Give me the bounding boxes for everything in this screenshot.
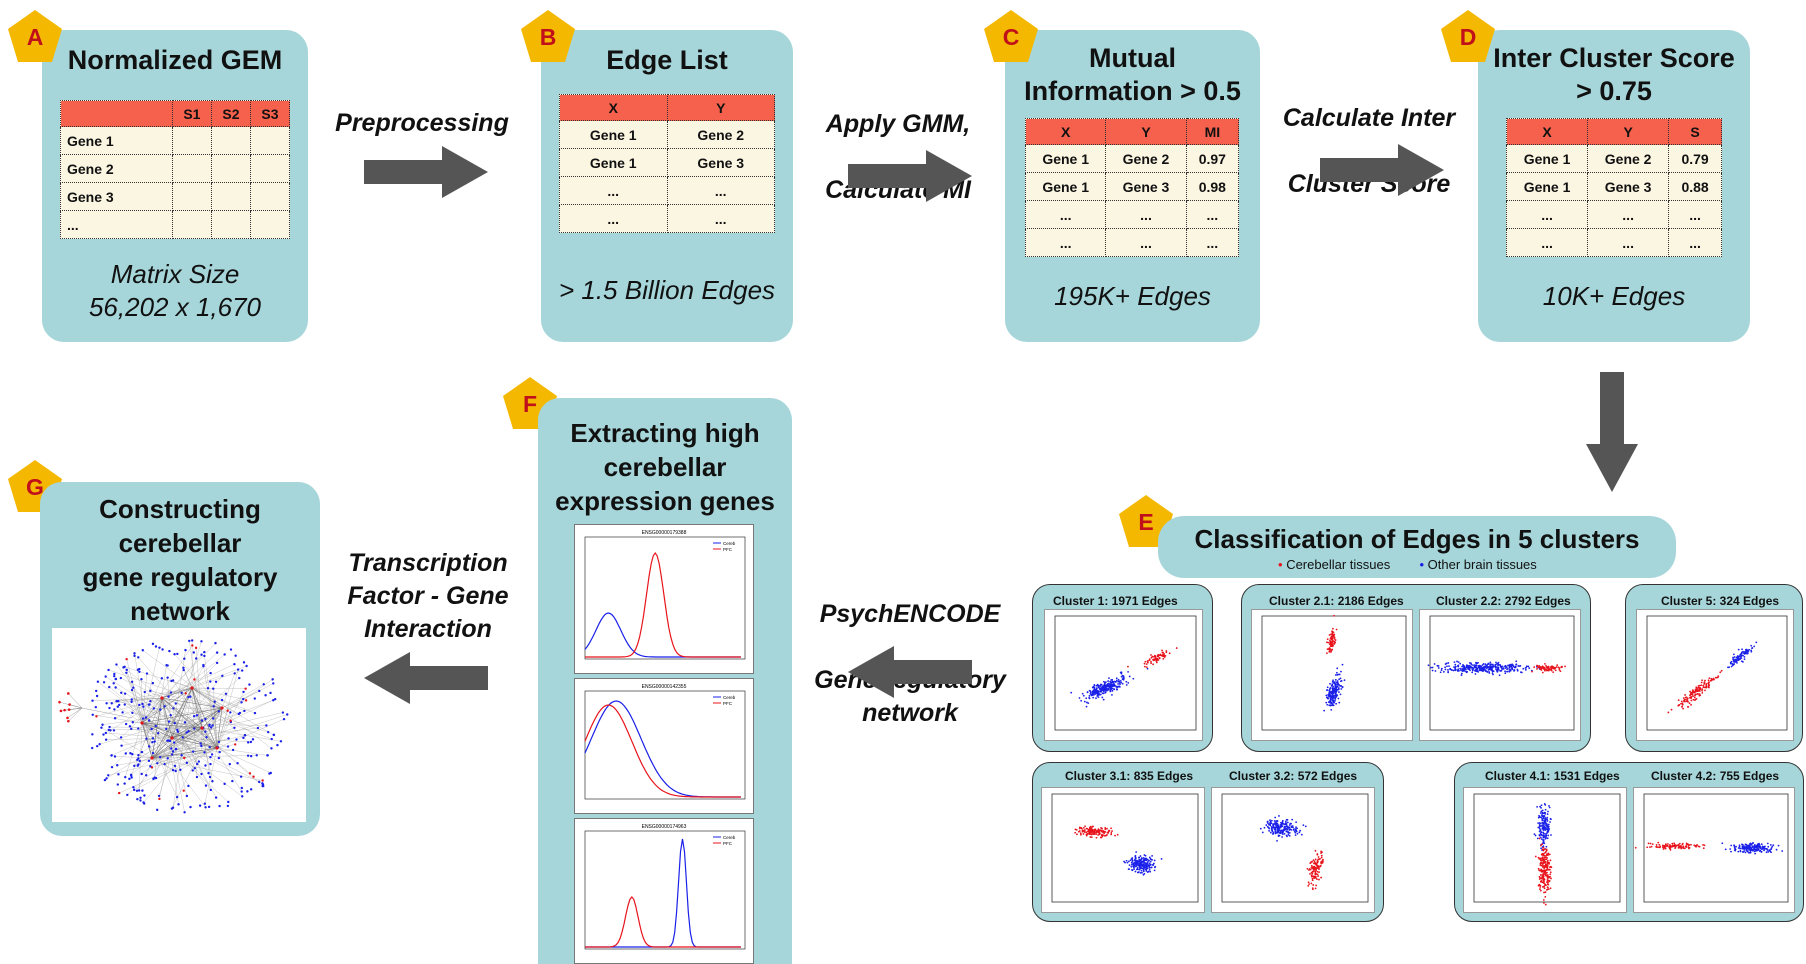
scatter-cluster [1123, 851, 1163, 876]
cluster-2-1-title: Cluster 2.1: 2186 Edges [1269, 594, 1404, 608]
cluster-3-1-title: Cluster 3.1: 835 Edges [1065, 769, 1194, 783]
plot-title: ENSG00000142355 [642, 684, 687, 690]
panel-d-caption: 10K+ Edges [1542, 281, 1686, 311]
panel-a-caption: Matrix Size 56,202 x 1,670 [88, 259, 262, 322]
cluster-2-panel: Cluster 2.1: 2186 Edges Cluster 2.2: 279… [1241, 584, 1591, 752]
cluster-3-panel: Cluster 3.1: 835 Edges Cluster 3.2: 572 … [1032, 762, 1384, 922]
legend-label-other: Other brain tissues [1427, 557, 1537, 572]
badge-d: D [1439, 8, 1497, 64]
scatter-cluster [1634, 841, 1706, 851]
cluster-4-2-title: Cluster 4.2: 755 Edges [1651, 769, 1780, 783]
cluster-1-panel: Cluster 1: 1971 Edges [1032, 584, 1213, 752]
plot-title: ENSG00000174963 [642, 824, 687, 830]
gem-row-label: Gene 3 [60, 182, 173, 211]
density-plot-3: ENSG00000174963 Cereb PFC [574, 818, 754, 964]
scatter-plot-cluster-3-1 [1041, 787, 1205, 913]
panel-g: Constructing cerebellar gene regulatory … [40, 482, 320, 836]
arrow-right-icon [1320, 144, 1444, 196]
density-plot-2: ENSG00000142355 Cereb PFC [574, 678, 754, 814]
gem-row-label: ... [60, 210, 173, 239]
scatter-cluster [1306, 849, 1324, 891]
gem-row-label: Gene 2 [60, 154, 173, 183]
cluster-4-1-title: Cluster 4.1: 1531 Edges [1485, 769, 1620, 783]
network-nodes [58, 639, 289, 814]
network-graph [52, 628, 306, 822]
legend-label: Cereb [723, 695, 736, 700]
legend-dot-blue: • [1419, 557, 1425, 572]
cluster-1-title: Cluster 1: 1971 Edges [1053, 594, 1178, 608]
arrow-left-icon [364, 652, 488, 704]
gem-row-label: Gene 1 [60, 126, 173, 155]
scatter-cluster [1721, 842, 1784, 855]
scatter-plot-cluster-5 [1636, 609, 1794, 741]
legend-label: PFC [723, 547, 733, 552]
panel-b-caption: > 1.5 Billion Edges [558, 275, 776, 305]
scatter-cluster [1074, 825, 1119, 839]
density-plot-1: ENSG00000179388 Cereb PFC [574, 524, 754, 674]
network-edges [59, 640, 288, 813]
legend-label: PFC [723, 701, 733, 706]
scatter-plot-cluster-2-2 [1419, 609, 1581, 741]
scatter-cluster [1667, 669, 1723, 714]
scatter-plot-cluster-2-1 [1251, 609, 1413, 741]
scatter-cluster [1326, 614, 1338, 655]
scatter-cluster [1727, 641, 1758, 669]
panel-e-title: Classification of Edges in 5 clusters [1194, 524, 1640, 554]
cluster-5-title: Cluster 5: 324 Edges [1661, 594, 1780, 608]
panel-b-title: Edge List [606, 45, 728, 75]
arrow-ab-label: Preprocessing [335, 109, 509, 137]
panel-a-title: Normalized GEM [67, 45, 283, 75]
panel-e-header: Classification of Edges in 5 clusters • … [1158, 516, 1676, 578]
panel-c-title: Mutual Information > 0.5 [1024, 43, 1241, 106]
scatter-plot-cluster-4-1 [1463, 787, 1627, 913]
scatter-cluster [1323, 663, 1346, 712]
badge-c: C [982, 8, 1040, 64]
arrow-left-icon [848, 646, 972, 698]
panel-c: Mutual Information > 0.5 X Y MI Gene 1 Gene… [1005, 30, 1260, 342]
cluster-3-2-title: Cluster 3.2: 572 Edges [1229, 769, 1358, 783]
panel-a: Normalized GEM S1 S2 S3 Gene 1 Gene 2 Gene… [42, 30, 308, 342]
plot-title: ENSG00000179388 [642, 530, 687, 536]
scatter-cluster [1534, 837, 1553, 906]
arrow-right-icon [364, 146, 488, 198]
legend: • Cerebellar tissues • Other brain tissu… [1278, 557, 1537, 572]
arrow-down-icon [1586, 372, 1638, 492]
legend-dot-red: • [1278, 557, 1283, 572]
arrow-right-icon [848, 150, 972, 202]
scatter-cluster [1427, 660, 1541, 677]
density-curve [585, 551, 741, 658]
mi-table: X Y MI Gene 1 Gene 2 0.97 Gene 1 Gene 3 0.98 .… [1024, 118, 1240, 257]
badge-a: A [6, 8, 64, 64]
density-curve [585, 896, 741, 948]
legend-label-cerebellar: Cerebellar tissues [1286, 557, 1391, 572]
panel-g-title: Constructing cerebellar gene regulatory … [82, 494, 278, 626]
density-curve [584, 704, 741, 798]
cluster-2-2-title: Cluster 2.2: 2792 Edges [1436, 594, 1571, 608]
scatter-plot-cluster-1 [1044, 609, 1203, 741]
gem-table: S1 S2 S3 Gene 1 Gene 2 Gene 3 ... [60, 100, 291, 239]
scatter-cluster [1070, 667, 1149, 708]
scatter-cluster [1127, 647, 1178, 669]
panel-d-title: Inter Cluster Score > 0.75 [1493, 43, 1735, 106]
scatter-cluster [1259, 815, 1307, 842]
panel-f: Extracting high cerebellar expression ge… [538, 398, 792, 964]
arrow-fg-label: Transcription Factor - Gene Interaction [347, 549, 509, 643]
cluster-4-panel: Cluster 4.1: 1531 Edges Cluster 4.2: 755… [1454, 762, 1804, 922]
legend-label: PFC [723, 841, 733, 846]
scatter-cluster [1533, 803, 1552, 852]
panel-c-caption: 195K+ Edges [1054, 281, 1211, 311]
panel-f-title: Extracting high cerebellar expression ge… [555, 418, 775, 516]
badge-b: B [519, 8, 577, 64]
cluster-5-panel: Cluster 5: 324 Edges [1625, 584, 1803, 752]
scatter-plot-cluster-4-2 [1633, 787, 1795, 913]
scatter-plot-cluster-3-2 [1211, 787, 1375, 913]
legend-label: Cereb [723, 541, 736, 546]
legend-label: Cereb [723, 835, 736, 840]
scatter-cluster [1531, 662, 1566, 674]
